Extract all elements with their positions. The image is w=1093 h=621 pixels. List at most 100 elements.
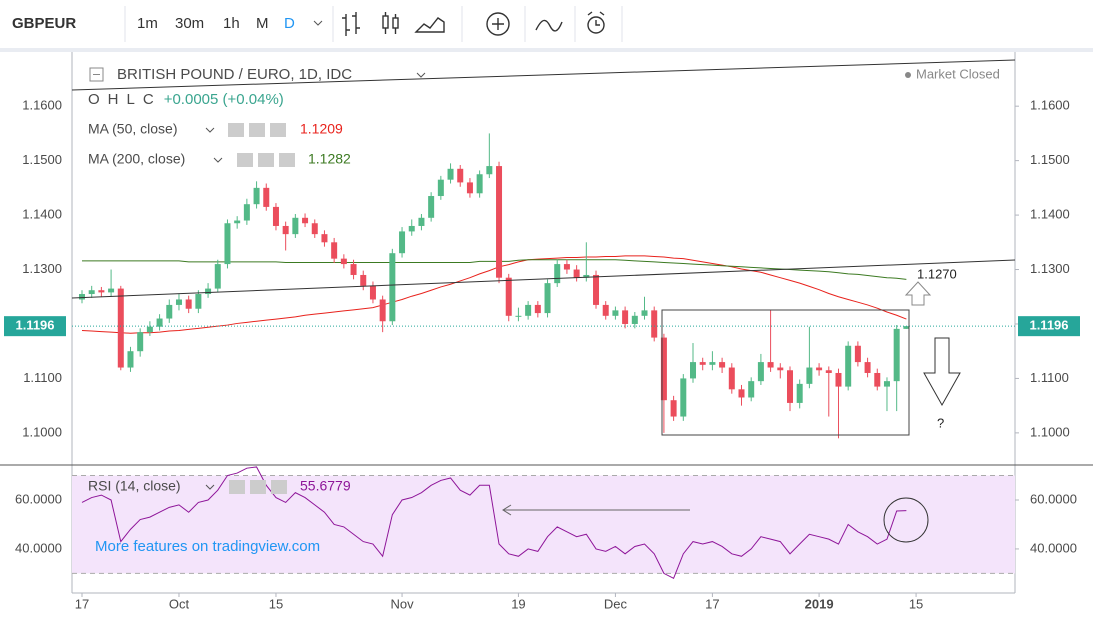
interval[interactable]: 1m xyxy=(137,15,158,32)
x-tick-label: 19 xyxy=(511,596,525,611)
candle-body xyxy=(282,225,289,235)
candle-body xyxy=(98,290,105,293)
dropdown[interactable] xyxy=(213,157,223,163)
y-tick-label: 1.1400 xyxy=(1030,207,1070,222)
y-tick-label: 1.1500 xyxy=(22,152,62,167)
collapse-icon[interactable] xyxy=(89,67,104,82)
candle-body xyxy=(253,187,260,205)
x-tick-label: 15 xyxy=(909,596,923,611)
candle-body xyxy=(690,362,697,379)
candle-body xyxy=(185,299,192,309)
candle-body xyxy=(428,196,435,218)
interval-active[interactable]: D xyxy=(284,15,295,32)
y-tick-label: 40.0000 xyxy=(15,540,62,555)
candle-body xyxy=(263,187,270,207)
symbol[interactable]: GBPEUR xyxy=(12,15,76,32)
y-tick-label: 1.1000 xyxy=(1030,424,1070,439)
ohlc-label: C xyxy=(143,91,154,108)
ohlc-label: H xyxy=(108,91,119,108)
ma200-value: 1.1282 xyxy=(308,151,351,167)
candle-body xyxy=(719,362,726,368)
candle-body xyxy=(175,299,182,305)
candle-body xyxy=(399,231,406,254)
x-tick-label: 17 xyxy=(75,596,89,611)
last-price-label: 1.1196 xyxy=(1029,318,1068,333)
y-tick-label: 60.0000 xyxy=(1030,491,1077,506)
last-price-box xyxy=(1018,316,1080,337)
candle-body xyxy=(476,174,483,194)
candle-body xyxy=(786,370,793,403)
watermark[interactable]: More features on tradingview.com xyxy=(95,538,320,555)
candle-body xyxy=(593,274,600,305)
candle-body xyxy=(796,383,803,403)
candle-body xyxy=(108,288,115,293)
y-tick-label: 1.1400 xyxy=(22,207,62,222)
candle-body xyxy=(612,310,619,316)
candle-body xyxy=(195,294,202,309)
candle-body xyxy=(728,367,735,390)
candle-body xyxy=(437,179,444,197)
moving-average xyxy=(81,259,907,280)
y-tick-label: 40.0000 xyxy=(1030,540,1077,555)
y-tick-label: 1.1000 xyxy=(22,424,62,439)
candle-body xyxy=(670,400,677,417)
candle-body xyxy=(331,242,338,259)
candle-body xyxy=(660,337,667,401)
chart-type-icons[interactable] xyxy=(342,11,605,36)
study-icons[interactable] xyxy=(237,153,295,167)
candle-body xyxy=(146,326,153,333)
study-icons[interactable] xyxy=(229,480,287,494)
dropdown[interactable] xyxy=(205,127,215,133)
ohlc-label: O xyxy=(88,91,100,108)
rsi-value: 55.6779 xyxy=(300,478,351,494)
candle-body xyxy=(554,264,561,284)
legend-ma200: MA (200, close) xyxy=(88,151,185,167)
x-tick-label: 17 xyxy=(705,596,719,611)
candle-body xyxy=(883,381,890,387)
candle-body xyxy=(835,372,842,387)
candle-body xyxy=(767,362,774,368)
interval[interactable]: 1h xyxy=(223,15,240,32)
candle-body xyxy=(166,304,173,319)
candle-body xyxy=(243,204,250,221)
candle-body xyxy=(117,288,124,368)
last-price-box xyxy=(4,316,66,337)
status-dot xyxy=(905,72,911,78)
y-tick-label: 60.0000 xyxy=(15,491,62,506)
y-tick-label: 1.1500 xyxy=(1030,152,1070,167)
candle-body xyxy=(709,362,716,365)
y-tick-label: 1.1100 xyxy=(23,370,62,385)
candle-body xyxy=(311,223,318,235)
legend-ma50: MA (50, close) xyxy=(88,121,177,137)
toolbar-separators xyxy=(124,6,623,42)
candle-body xyxy=(544,283,551,314)
candle-body xyxy=(806,367,813,384)
interval[interactable]: 30m xyxy=(175,15,204,32)
candle-body xyxy=(302,217,309,224)
dropdown[interactable] xyxy=(205,484,215,490)
candle-body xyxy=(651,310,658,338)
candle-body xyxy=(680,378,687,417)
candle-body xyxy=(350,264,357,275)
rsi-band xyxy=(72,475,1015,574)
candle-body xyxy=(816,367,823,371)
x-tick-label: Oct xyxy=(169,596,190,611)
candle-body xyxy=(379,299,386,322)
candle-body xyxy=(505,277,512,316)
x-tick-label: Dec xyxy=(604,596,628,611)
x-tick-label: 15 xyxy=(269,596,283,611)
candle-body xyxy=(340,258,347,265)
y-tick-label: 1.1600 xyxy=(22,98,62,113)
x-tick-label: 2019 xyxy=(805,596,834,611)
symbol-title: BRITISH POUND / EURO, 1D, IDC xyxy=(117,66,352,83)
interval[interactable]: M xyxy=(256,15,269,32)
candle-body xyxy=(496,166,503,278)
study-icons[interactable] xyxy=(228,123,286,137)
candle-body xyxy=(631,315,638,324)
drawings xyxy=(71,59,1016,543)
y-tick-label: 1.1600 xyxy=(1030,98,1070,113)
title-dropdown[interactable] xyxy=(416,72,426,78)
interval-dropdown[interactable] xyxy=(313,20,323,26)
change: +0.0005 (+0.04%) xyxy=(164,91,284,108)
